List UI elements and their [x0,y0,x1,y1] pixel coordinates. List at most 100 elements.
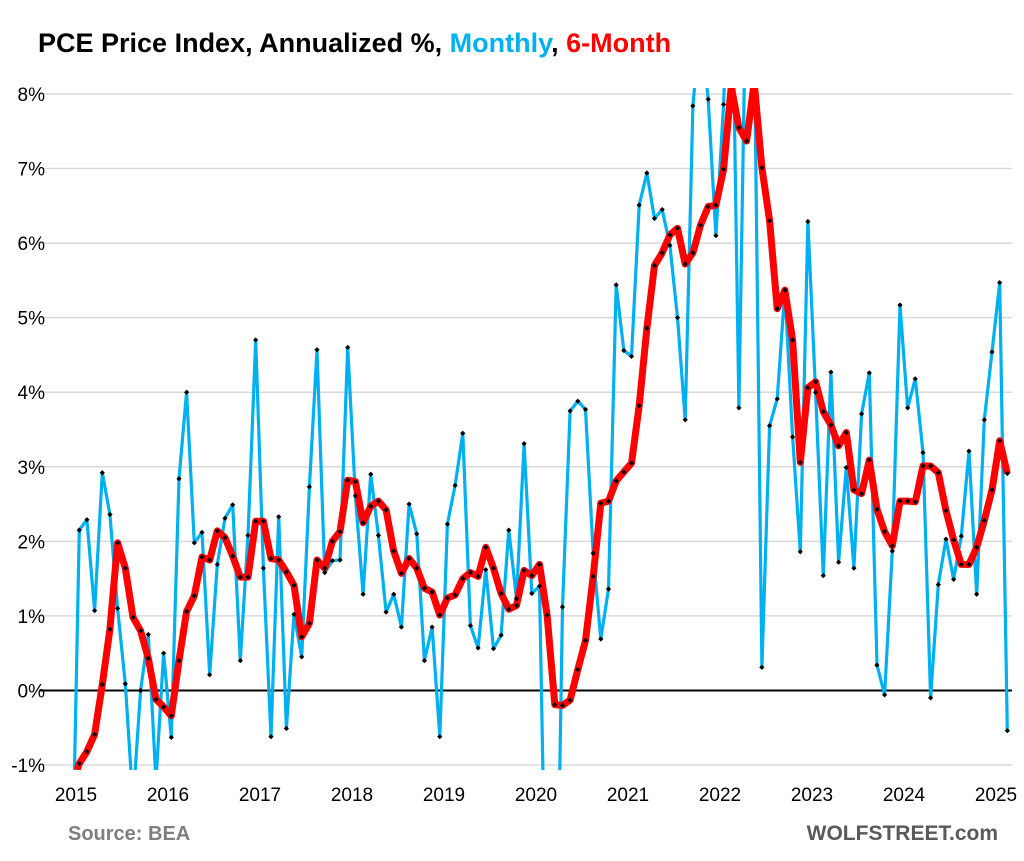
data-point-6-month [460,576,466,582]
data-point-monthly [314,347,320,353]
data-point-6-month [92,731,98,738]
data-point-6-month [552,702,558,708]
data-point-monthly [414,531,420,537]
data-point-6-month [682,261,688,267]
x-tick-label: 2016 [147,785,189,806]
data-point-monthly [184,389,190,395]
data-point-6-month [966,561,972,568]
data-point-monthly [299,654,305,660]
data-point-monthly [506,527,512,533]
data-point-monthly [191,540,197,546]
data-point-monthly [958,533,964,539]
data-point-monthly [605,586,612,592]
series-line-6-month [751,88,1011,568]
series-line-6-month [73,88,735,770]
data-point-6-month [889,543,895,549]
data-point-6-month [651,262,658,269]
data-point-monthly [76,527,82,533]
data-point-6-month [498,590,504,597]
data-point-6-month [636,403,642,409]
data-point-6-month [406,555,412,562]
data-point-monthly [598,636,604,642]
data-point-monthly [398,624,405,630]
data-point-monthly [92,608,98,614]
data-point-monthly [659,206,665,213]
series-line-monthly [753,88,1009,731]
series-group [72,88,1011,770]
series-line-monthly [72,471,133,770]
data-point-6-month [782,287,788,293]
data-point-monthly [789,434,796,440]
x-tick-label: 2019 [423,785,465,806]
data-point-monthly [99,470,105,476]
data-point-6-month [866,457,872,463]
data-point-monthly [253,337,259,343]
data-point-6-month [1004,470,1010,477]
data-point-6-month [168,713,174,719]
data-point-6-month [283,569,289,575]
x-tick-label: 2018 [331,785,373,806]
data-point-6-month [368,503,374,509]
series-line-monthly [155,338,545,770]
data-point-6-month [161,704,167,710]
data-point-monthly [452,482,458,489]
data-point-monthly [245,532,251,538]
data-point-6-month [536,561,543,568]
source-label: Source: BEA [68,823,190,845]
data-point-monthly [337,557,343,563]
x-tick-label: 2015 [55,785,97,806]
data-point-6-month [544,612,550,618]
data-point-monthly [674,315,681,321]
series-line-monthly [558,88,697,770]
data-point-monthly [797,549,803,555]
data-point-monthly [682,417,688,423]
data-point-6-month [153,696,159,702]
data-point-monthly [636,202,642,208]
data-point-monthly [475,645,481,651]
data-point-6-month [644,325,650,331]
data-point-monthly [345,344,351,351]
data-point-monthly [222,515,228,521]
data-point-6-month [582,637,589,644]
data-point-6-month [437,612,443,618]
data-point-6-month [743,138,750,144]
data-point-monthly [951,576,957,582]
x-tick-label: 2017 [239,785,281,806]
data-point-monthly [905,405,911,411]
data-point-monthly [360,591,366,597]
data-point-6-month [621,469,627,475]
data-point-monthly [513,596,520,602]
data-point-monthly [912,376,918,382]
data-point-monthly [836,559,842,565]
data-point-6-month [184,608,190,615]
data-point-6-month [138,628,144,634]
data-point-6-month [107,626,113,632]
data-point-6-month [690,250,696,256]
data-point-6-month [291,582,297,588]
data-point-6-month [920,463,926,469]
data-point-6-month [628,460,635,466]
data-point-monthly [498,632,504,638]
y-tick-label: 3% [18,458,46,479]
data-point-monthly [843,464,849,471]
gridlines [40,93,1012,766]
data-point-monthly [812,389,819,395]
data-point-6-month [467,570,474,576]
data-point-monthly [897,302,903,308]
data-point-monthly [230,502,236,508]
data-point-6-month [115,540,121,546]
data-point-6-month [237,574,243,580]
data-point-6-month [452,592,458,598]
data-point-6-month [882,529,888,535]
data-point-6-month [836,443,842,449]
data-point-6-month [659,250,665,256]
data-point-6-month [697,222,704,228]
data-point-monthly [989,349,995,355]
data-point-monthly [138,687,144,694]
data-point-6-month [590,573,596,579]
data-point-6-month [797,459,803,465]
data-point-6-month [222,535,228,541]
data-point-monthly [882,692,888,698]
data-point-monthly [667,242,673,248]
x-tick-label: 2022 [699,785,741,806]
